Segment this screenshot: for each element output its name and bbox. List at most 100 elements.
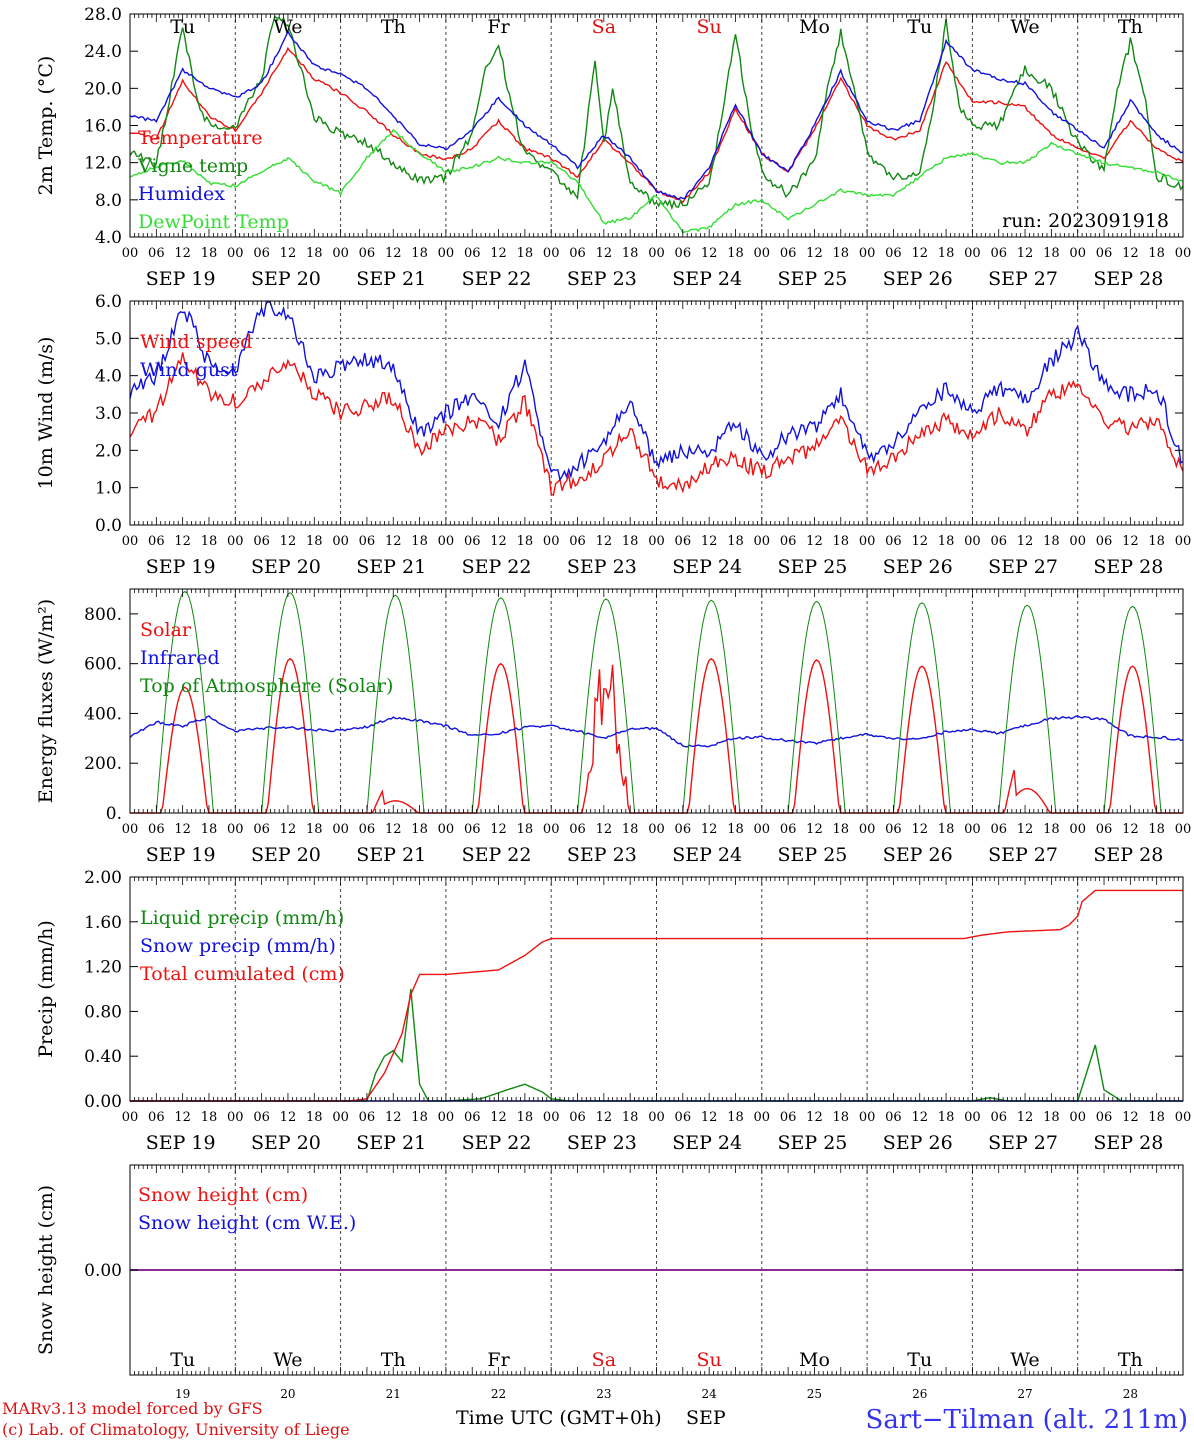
hour-tick-label: 06 xyxy=(885,822,902,837)
y-tick-label: 1.0 xyxy=(95,479,122,499)
hour-tick-label: 06 xyxy=(148,822,165,837)
date-label: SEP 22 xyxy=(462,844,532,866)
hour-tick-label: 18 xyxy=(517,534,534,549)
series-temperature-0 xyxy=(129,46,1184,204)
hour-tick-label: 00 xyxy=(964,534,981,549)
hour-tick-label: 00 xyxy=(648,1110,665,1125)
y-axis-label: 2m Temp. (°C) xyxy=(35,56,57,196)
date-label: SEP 27 xyxy=(988,844,1058,866)
hour-tick-label: 00 xyxy=(754,1110,771,1125)
hour-tick-label: 00 xyxy=(332,1110,349,1125)
hour-tick-label: 18 xyxy=(1148,246,1165,261)
weekday-label: Fr xyxy=(487,16,510,38)
legend-label: Snow precip (mm/h) xyxy=(140,935,336,957)
hour-tick-label: 18 xyxy=(938,822,955,837)
hour-tick-label: 00 xyxy=(964,1110,981,1125)
hour-tick-label: 06 xyxy=(675,822,692,837)
day-number-label: 24 xyxy=(702,1387,718,1401)
day-number-label: 26 xyxy=(912,1387,927,1401)
day-number-label: 23 xyxy=(596,1387,611,1401)
hour-tick-label: 06 xyxy=(148,534,165,549)
series-wind-1 xyxy=(129,300,1184,482)
hour-tick-label: 00 xyxy=(964,822,981,837)
date-label: SEP 28 xyxy=(1093,844,1163,866)
hour-tick-label: 12 xyxy=(911,246,928,261)
date-label: SEP 21 xyxy=(356,1132,426,1154)
weekday-label: Th xyxy=(381,16,406,38)
weekday-label: Mo xyxy=(799,16,830,38)
hour-tick-label: 00 xyxy=(1175,246,1192,261)
hour-tick-label: 12 xyxy=(1122,534,1139,549)
hour-tick-label: 12 xyxy=(385,822,402,837)
date-label: SEP 22 xyxy=(462,556,532,578)
hour-tick-label: 18 xyxy=(517,246,534,261)
date-label: SEP 19 xyxy=(146,844,216,866)
hour-tick-label: 18 xyxy=(1148,822,1165,837)
legend-label: Snow height (cm W.E.) xyxy=(138,1212,356,1234)
y-tick-label: 400. xyxy=(84,704,122,724)
hour-tick-label: 00 xyxy=(543,246,560,261)
y-tick-label: 28.0 xyxy=(84,5,122,25)
hour-tick-label: 12 xyxy=(490,534,507,549)
hour-tick-label: 06 xyxy=(780,246,797,261)
day-number-label: 28 xyxy=(1123,1387,1138,1401)
hour-tick-label: 12 xyxy=(174,534,191,549)
weekday-label: Su xyxy=(697,16,722,38)
legend-label: Humidex xyxy=(138,183,225,205)
hour-tick-label: 00 xyxy=(122,246,139,261)
hour-tick-label: 00 xyxy=(332,534,349,549)
date-label: SEP 23 xyxy=(567,268,637,290)
hour-tick-label: 12 xyxy=(1017,822,1034,837)
y-tick-label: 24.0 xyxy=(84,42,122,62)
y-tick-label: 0.00 xyxy=(84,1261,122,1281)
y-tick-label: 0.80 xyxy=(84,1002,122,1022)
date-label: SEP 21 xyxy=(356,844,426,866)
y-tick-label: 0.0 xyxy=(95,516,122,536)
hour-tick-label: 06 xyxy=(675,1110,692,1125)
y-tick-label: 800. xyxy=(84,605,122,625)
date-label: SEP 25 xyxy=(778,844,848,866)
series-energy-2 xyxy=(130,590,1183,814)
hour-tick-label: 18 xyxy=(1043,1110,1060,1125)
hour-tick-label: 12 xyxy=(490,822,507,837)
hour-tick-label: 18 xyxy=(1148,1110,1165,1125)
labels-layer: 4.0 8.0 12.0 16.0 20.0 24.0 28.0 2m Temp. (°C) T… xyxy=(35,5,1191,1401)
hour-tick-label: 06 xyxy=(990,246,1007,261)
hour-tick-label: 06 xyxy=(464,1110,481,1125)
legend-label: Liquid precip (mm/h) xyxy=(140,907,344,929)
hour-tick-label: 18 xyxy=(622,246,639,261)
hour-tick-label: 12 xyxy=(701,246,718,261)
y-axis-label: Snow height (cm) xyxy=(35,1185,57,1355)
weekday-label: Sa xyxy=(592,1349,616,1371)
hour-tick-label: 00 xyxy=(648,246,665,261)
hour-tick-label: 00 xyxy=(227,822,244,837)
hour-tick-label: 12 xyxy=(911,1110,928,1125)
hour-tick-label: 00 xyxy=(122,822,139,837)
hour-tick-label: 18 xyxy=(938,246,955,261)
legend-label: Top of Atmosphere (Solar) xyxy=(140,675,393,697)
panel-frame xyxy=(129,300,1184,526)
weekday-label: Th xyxy=(381,1349,406,1371)
month-label: SEP xyxy=(686,1407,726,1429)
hour-tick-label: 06 xyxy=(1096,1110,1113,1125)
y-tick-label: 3.0 xyxy=(95,404,122,424)
hour-tick-label: 18 xyxy=(1043,534,1060,549)
date-label: SEP 23 xyxy=(567,1132,637,1154)
hour-tick-label: 12 xyxy=(385,534,402,549)
hour-tick-label: 00 xyxy=(1069,1110,1086,1125)
hour-tick-label: 06 xyxy=(569,822,586,837)
y-axis-label: 10m Wind (m/s) xyxy=(35,337,57,490)
hour-tick-label: 06 xyxy=(253,534,270,549)
hour-tick-label: 00 xyxy=(859,822,876,837)
day-number-label: 22 xyxy=(491,1387,506,1401)
legend-label: Snow height (cm) xyxy=(138,1184,308,1206)
date-label: SEP 19 xyxy=(146,1132,216,1154)
y-tick-label: 4.0 xyxy=(95,367,122,387)
hour-tick-label: 00 xyxy=(859,1110,876,1125)
hour-tick-label: 18 xyxy=(306,1110,323,1125)
date-label: SEP 27 xyxy=(988,268,1058,290)
date-label: SEP 28 xyxy=(1093,556,1163,578)
hour-tick-label: 00 xyxy=(754,534,771,549)
day-number-label: 25 xyxy=(807,1387,822,1401)
